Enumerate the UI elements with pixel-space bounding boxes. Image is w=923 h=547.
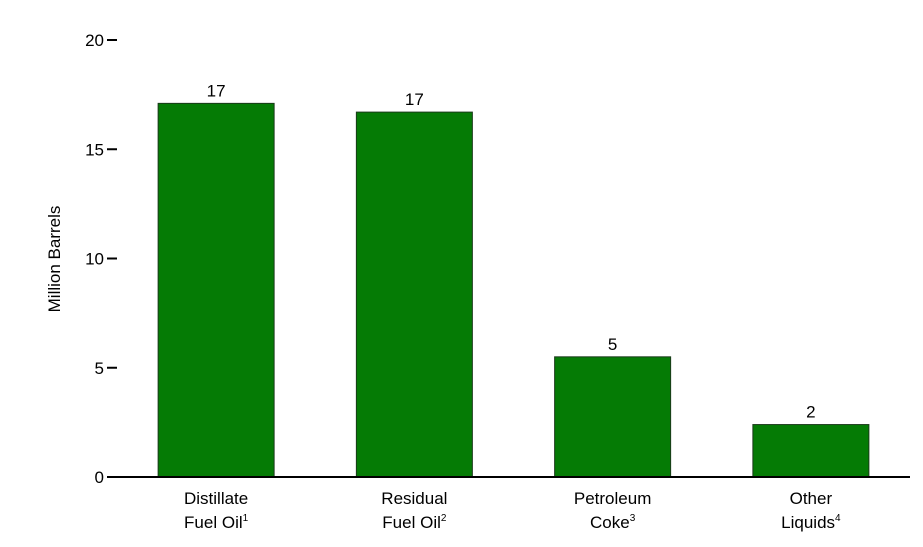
- y-axis: 0 5 10 15 20: [85, 31, 117, 487]
- footnote-marker: 2: [441, 513, 447, 524]
- x-category-label: Petroleum: [574, 489, 651, 508]
- x-category-label: Residual: [381, 489, 447, 508]
- x-category-label: Fuel Oil2: [382, 513, 447, 532]
- x-category-label: Other: [790, 489, 833, 508]
- y-tick-label: 0: [95, 468, 104, 487]
- bar: [554, 356, 672, 478]
- y-tick-label: 20: [85, 31, 104, 50]
- x-axis: Distillate Fuel Oil1 Residual Fuel Oil2 Petr…: [107, 476, 910, 532]
- footnote-marker: 1: [243, 513, 249, 524]
- y-tick-label: 15: [85, 140, 104, 159]
- bar-value-label: 5: [608, 335, 617, 354]
- x-category-label: Coke3: [590, 513, 636, 532]
- bar-value-label: 17: [405, 90, 424, 109]
- bar-value-label: 17: [207, 81, 226, 100]
- x-category-label: Distillate: [184, 489, 248, 508]
- y-tick-label: 10: [85, 250, 104, 269]
- bars-group: 17 17 5 2: [157, 81, 870, 478]
- x-category-label: Liquids4: [781, 513, 841, 532]
- x-category-label: Fuel Oil1: [184, 513, 249, 532]
- bar: [157, 102, 275, 478]
- footnote-marker: 3: [630, 513, 636, 524]
- footnote-marker: 4: [835, 513, 841, 524]
- bar: [752, 424, 870, 478]
- bar: [355, 111, 473, 478]
- y-tick-label: 5: [95, 359, 104, 378]
- bar-value-label: 2: [806, 403, 815, 422]
- y-axis-label: Million Barrels: [45, 206, 64, 313]
